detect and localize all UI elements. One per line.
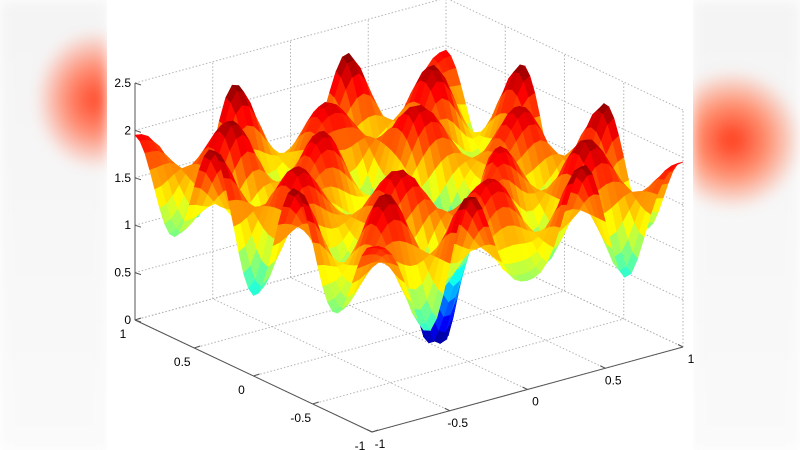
floor-grid-line [194,262,506,349]
x-tick-mark [522,386,528,390]
wall-grid-line [134,234,447,321]
floor-grid-line [312,318,624,405]
x-tick-label: -1 [375,437,386,450]
z-tick-label: 2 [124,123,131,137]
z-tick-mark [134,129,142,133]
surface-patch [367,246,379,249]
y-tick-label: -1 [355,439,366,450]
z-tick-label: 1.5 [114,171,131,185]
z-tick-mark [134,319,142,323]
y-tick-mark [253,373,260,377]
wall-grid-line [134,0,441,84]
z-tick-label: 1 [124,218,131,232]
blurred-background-left [0,0,108,450]
y-tick-label: 0 [238,383,245,397]
y-tick-label: 1 [120,327,127,341]
x-tick-mark [600,365,606,369]
floor-grid-line [253,290,565,377]
z-tick-mark [134,272,142,276]
axes-lines [134,82,684,433]
wall-grid-line [445,44,684,158]
y-tick-mark [371,429,379,433]
tick-labels: 0 0.5 1 1.5 2 2.5 -1 -0.5 0 0.5 1 -1 -0.5 0 0.5 1 [114,76,694,450]
wall-grid-line [134,92,447,179]
y-tick-mark [312,401,319,405]
blurred-background-right [692,0,800,450]
x-tick-label: 0.5 [605,373,622,387]
z-tick-label: 2.5 [114,76,131,90]
surface [134,49,684,345]
y-tick-mark [134,317,142,321]
z-tick-mark [134,177,142,181]
x-tick-label: -0.5 [447,416,468,430]
wall-grid-line [134,44,447,131]
floor-grid-line [212,298,450,412]
x-tick-label: 0 [532,395,539,409]
wall-grid-line [449,0,684,111]
z-tick-label: 0.5 [114,266,131,280]
z-tick-label: 0 [124,313,131,327]
x-tick-label: 1 [688,352,695,366]
x-tick-mark [677,344,684,348]
y-tick-mark [194,345,201,349]
wall-grid-line [445,234,684,348]
y-tick-label: -0.5 [290,411,311,425]
x-tick-mark [366,429,373,433]
z-tick-mark [134,224,142,228]
y-tick-label: 0.5 [174,355,191,369]
wall-grid-line [445,92,684,206]
x-tick-mark [444,407,450,412]
z-tick-mark [134,82,142,86]
